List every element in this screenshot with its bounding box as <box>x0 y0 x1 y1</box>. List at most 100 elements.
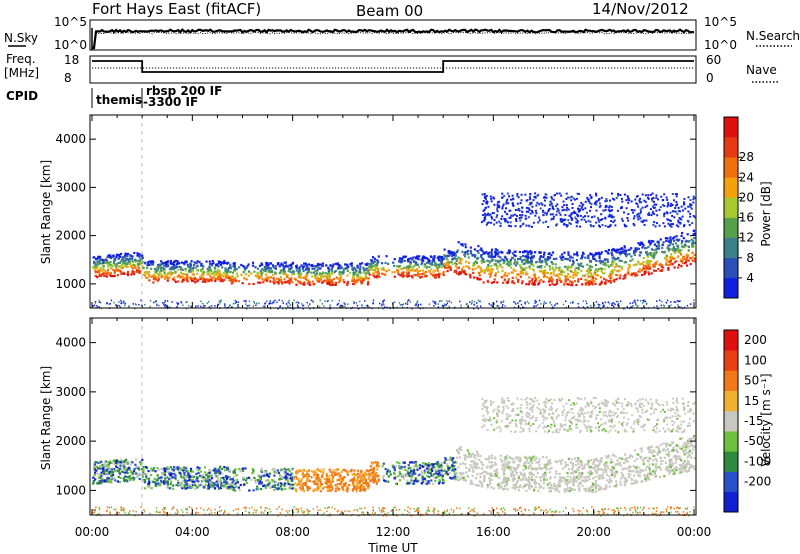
echo-point <box>192 266 195 269</box>
echo-point <box>655 459 658 463</box>
echo-point <box>477 299 480 302</box>
echo-point <box>362 481 365 484</box>
echo-point <box>101 273 104 276</box>
echo-point <box>144 273 147 277</box>
echo-point <box>580 269 583 272</box>
echo-point <box>624 453 627 456</box>
echo-point <box>514 269 517 272</box>
echo-point <box>279 264 282 267</box>
echo-point <box>283 270 286 273</box>
echo-point <box>229 270 232 273</box>
echo-point <box>124 304 126 307</box>
echo-point <box>563 251 566 254</box>
echo-point <box>545 213 548 216</box>
echo-point <box>646 263 649 266</box>
echo-point <box>98 306 100 308</box>
echo-point <box>483 470 486 473</box>
echo-point <box>197 480 200 483</box>
echo-point <box>647 241 651 244</box>
echo-point <box>617 194 620 197</box>
echo-point <box>455 257 458 261</box>
echo-point <box>168 470 171 474</box>
echo-point <box>533 195 536 198</box>
echo-point <box>326 282 329 285</box>
echo-point <box>183 277 186 280</box>
echo-point <box>123 480 126 483</box>
echo-point <box>522 272 525 275</box>
echo-point <box>669 238 672 241</box>
echo-point <box>618 277 621 280</box>
echo-point <box>528 225 531 228</box>
echo-point <box>568 266 571 269</box>
echo-point <box>633 249 636 253</box>
echo-point <box>507 260 510 263</box>
echo-point <box>642 264 645 267</box>
echo-point <box>586 471 590 474</box>
echo-point <box>535 261 538 264</box>
echo-point <box>629 473 632 476</box>
echo-point <box>164 301 166 304</box>
echo-point <box>482 480 486 483</box>
echo-point <box>685 245 688 248</box>
echo-point <box>624 273 627 276</box>
echo-point <box>299 485 302 488</box>
echo-point <box>438 276 441 279</box>
echo-point <box>570 212 573 215</box>
echo-point <box>532 473 535 476</box>
echo-point <box>361 475 365 478</box>
echo-point <box>504 305 506 307</box>
echo-point <box>156 478 160 481</box>
echo-point <box>623 245 626 248</box>
echo-point <box>268 303 270 305</box>
echo-point <box>265 267 269 270</box>
echo-point <box>443 304 446 307</box>
echo-point <box>109 267 112 270</box>
echo-point <box>561 209 564 212</box>
echo-point <box>138 253 141 256</box>
echo-point <box>217 278 220 281</box>
echo-point <box>648 273 651 276</box>
echo-point <box>456 250 459 253</box>
echo-point <box>631 258 634 261</box>
echo-point <box>680 245 684 248</box>
echo-point <box>499 259 502 262</box>
echo-point <box>548 468 551 471</box>
echo-point <box>413 468 416 471</box>
echo-point <box>592 477 595 480</box>
echo-point <box>567 208 570 211</box>
echo-point <box>126 252 129 255</box>
echo-point <box>607 252 610 255</box>
echo-point <box>475 260 478 264</box>
echo-point <box>218 472 222 475</box>
echo-point <box>489 275 492 278</box>
echo-point <box>595 268 598 271</box>
echo-point <box>597 268 600 271</box>
echo-point <box>426 471 430 474</box>
echo-point <box>480 221 483 224</box>
echo-point <box>115 465 118 468</box>
echo-point <box>358 277 361 280</box>
echo-point <box>332 263 335 266</box>
echo-point <box>401 304 403 306</box>
echo-point <box>262 269 265 272</box>
echo-point <box>351 279 354 282</box>
echo-point <box>519 219 522 222</box>
echo-point <box>202 277 205 280</box>
echo-point <box>451 465 454 468</box>
echo-point <box>137 262 140 265</box>
colorbar-swatch <box>724 157 738 178</box>
echo-point <box>386 470 389 473</box>
echo-point <box>445 254 448 257</box>
echo-point <box>559 460 562 463</box>
echo-point <box>643 300 645 303</box>
echo-point <box>191 272 194 275</box>
echo-point <box>263 265 266 268</box>
echo-point <box>615 462 618 465</box>
echo-point <box>538 281 541 285</box>
echo-point <box>150 487 153 490</box>
echo-point <box>568 222 571 224</box>
echo-point <box>441 300 443 302</box>
echo-point <box>93 463 96 466</box>
echo-point <box>573 253 576 256</box>
